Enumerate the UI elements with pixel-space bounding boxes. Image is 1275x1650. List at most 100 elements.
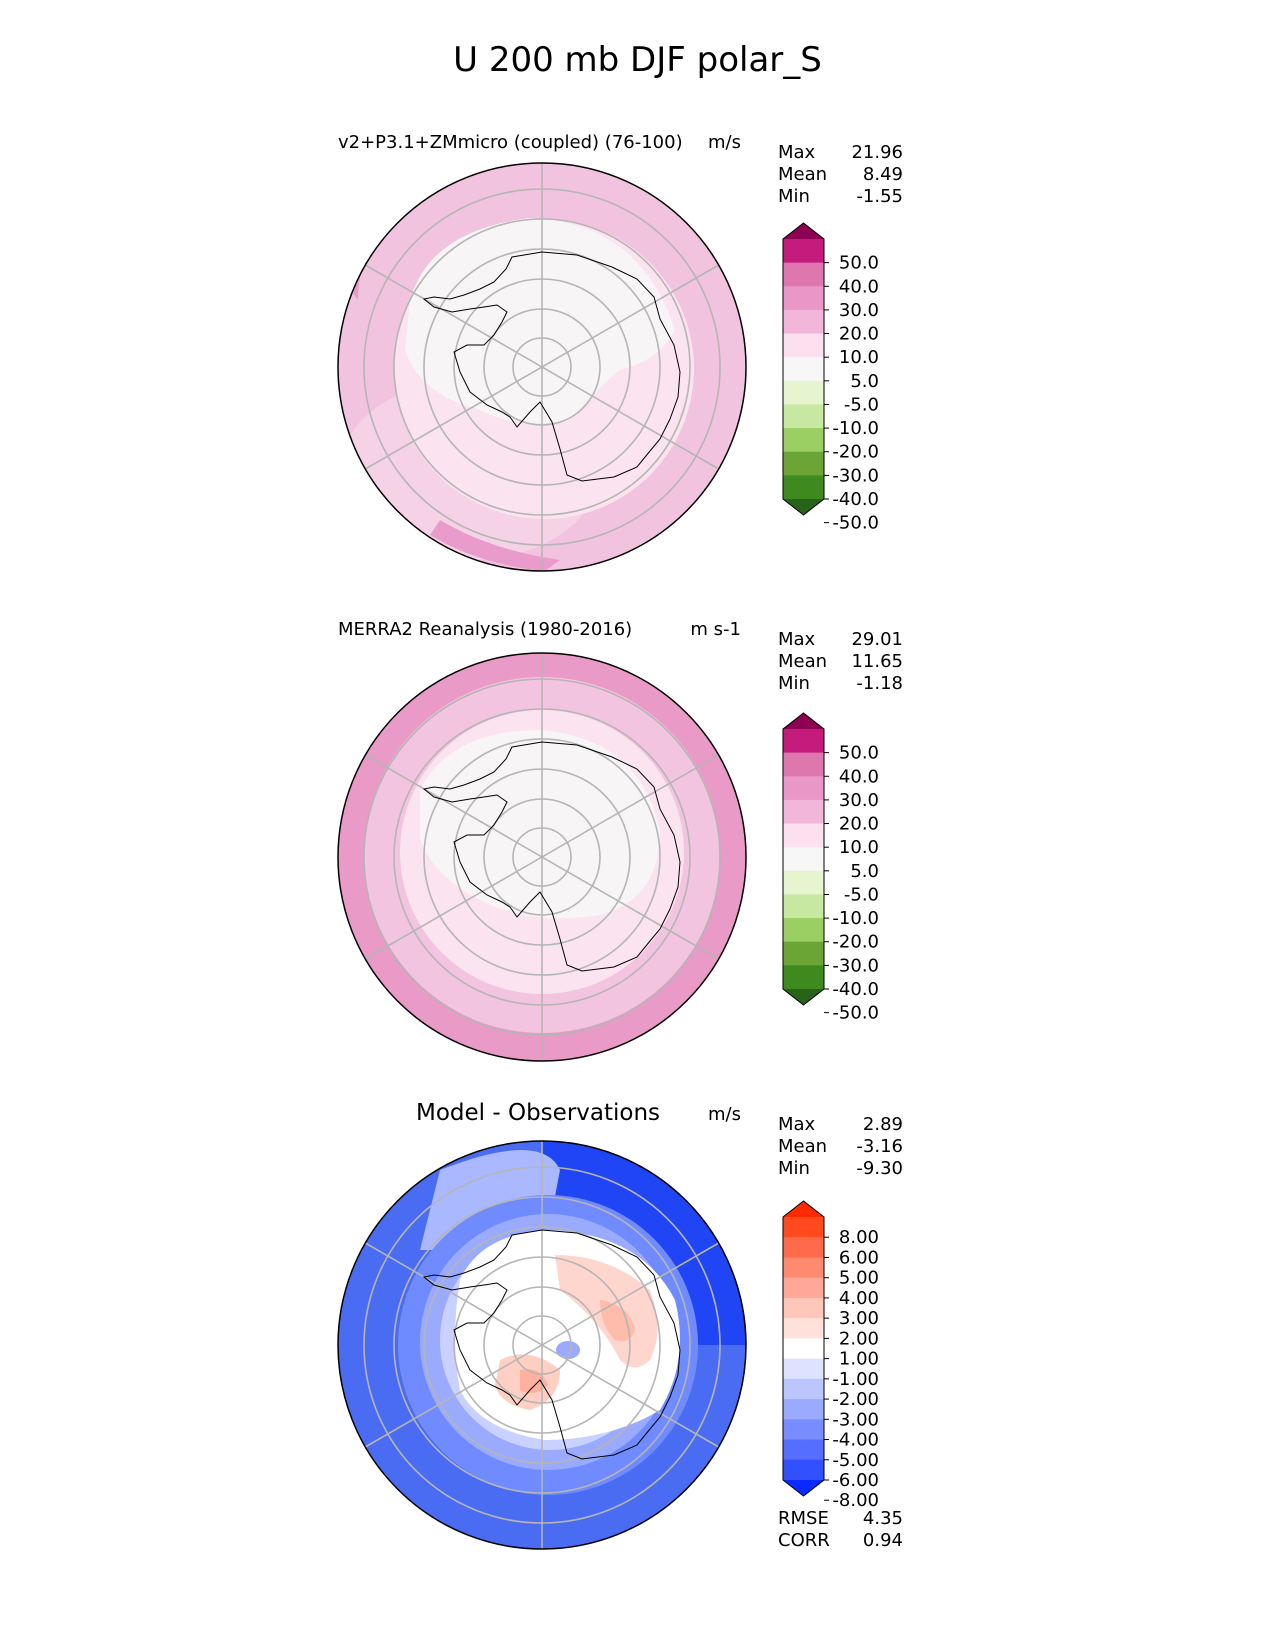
panel-3-field-negative-pole	[556, 1341, 580, 1359]
colorbar-1-swatch	[783, 380, 824, 405]
colorbar-1-swatch	[783, 404, 824, 429]
panel-1-stat-min: Min -1.55	[778, 186, 903, 207]
colorbar-1-extend-min	[783, 499, 824, 515]
panel-3-field-positive-east-core	[600, 1300, 635, 1342]
colorbar-2-tick-label: 10.0	[839, 837, 879, 858]
main-title: U 200 mb DJF polar_S	[453, 40, 822, 80]
colorbar-2-tick-label: -10.0	[832, 908, 879, 929]
colorbar-2-tick-label: -5.0	[844, 884, 879, 905]
colorbars: 50.040.030.020.010.05.0-5.0-10.0-20.0-30…	[782, 222, 879, 1511]
colorbar-1-outline	[782, 222, 825, 516]
colorbar-3-tick-label: -8.00	[832, 1490, 879, 1511]
panel-3-stat-mean: Mean -3.16	[778, 1136, 903, 1157]
colorbar-3-tick-label: -5.00	[832, 1450, 879, 1471]
panel-3-field-positive-center-core	[520, 1369, 548, 1394]
panel-3-map	[337, 1140, 747, 1550]
colorbar-2-swatch	[783, 752, 824, 777]
colorbar-1-swatch	[783, 451, 824, 476]
colorbar-1-swatch	[783, 428, 824, 453]
colorbar-3-tick-label: 8.00	[839, 1227, 879, 1248]
colorbar-2-tick-label: 50.0	[839, 743, 879, 764]
panel-2-stat-max: Max 29.01	[778, 629, 903, 650]
panel-1-map	[337, 162, 747, 572]
panel-3-units: m/s	[708, 1104, 741, 1125]
colorbar-2-tick-label: 5.0	[850, 861, 879, 882]
panel-3-boundary	[337, 1140, 747, 1550]
colorbar-2-swatch	[783, 847, 824, 872]
colorbar-3-swatch	[783, 1297, 824, 1319]
panel-3-stat-rmse: RMSE 4.35	[778, 1508, 903, 1529]
colorbar-1-tick-label: -50.0	[832, 513, 879, 534]
colorbar-2-extend-max	[783, 713, 824, 729]
panel-2-title: MERRA2 Reanalysis (1980-2016)	[338, 619, 633, 640]
colorbar-2-tick-label: -20.0	[832, 932, 879, 953]
colorbar-3-tick-label: 3.00	[839, 1308, 879, 1329]
colorbar-3-swatch	[783, 1277, 824, 1299]
panel-1-boundary	[337, 162, 747, 572]
panel-2-stat-min: Min -1.18	[778, 673, 903, 694]
colorbar-3-extend-min	[783, 1480, 824, 1496]
colorbar-2-outline	[782, 712, 825, 1006]
colorbar-2-tick-label: -40.0	[832, 979, 879, 1000]
panel-1-stat-mean: Mean 8.49	[778, 164, 903, 185]
colorbar-3-swatch	[783, 1318, 824, 1339]
colorbar-1-swatch	[783, 309, 824, 335]
colorbar-3-tick-label: -3.00	[832, 1409, 879, 1430]
colorbar-3-tick-label: 5.00	[839, 1268, 879, 1289]
colorbar-1-swatch	[783, 333, 824, 358]
colorbar-2-swatch	[783, 776, 824, 801]
colorbar-3-tick-label: 4.00	[839, 1288, 879, 1309]
panel-1-units: m/s	[708, 132, 741, 153]
colorbar-1-tick-label: 20.0	[839, 324, 879, 345]
colorbar-2-swatch	[783, 823, 824, 848]
colorbar-1-swatch	[783, 262, 824, 287]
colorbar-2-tick-label: -30.0	[832, 955, 879, 976]
colorbar-1-tick-label: 10.0	[839, 347, 879, 368]
colorbar-1-swatch	[783, 239, 824, 264]
colorbar-1-tick-label: -40.0	[832, 489, 879, 510]
colorbar-1-tick-label: 5.0	[850, 371, 879, 392]
colorbar-3-swatch	[783, 1237, 824, 1258]
colorbar-3: 8.006.005.004.003.002.001.00-1.00-2.00-3…	[782, 1200, 879, 1511]
colorbar-1-swatch	[783, 286, 824, 311]
colorbar-1-tick-label: 50.0	[839, 253, 879, 274]
panel-3-stat-corr: CORR 0.94	[778, 1530, 903, 1551]
panel-3-stat-max: Max 2.89	[778, 1114, 903, 1135]
panel-3-stat-min: Min -9.30	[778, 1158, 903, 1179]
panel-3-title: Model - Observations	[416, 1100, 661, 1126]
colorbar-3-tick-label: -1.00	[832, 1369, 879, 1390]
colorbar-3-swatch	[783, 1419, 824, 1441]
panel-2-field-inner	[420, 730, 660, 919]
panel-2-units: m s-1	[690, 619, 741, 640]
colorbar-1: 50.040.0 30.0 20.010.0 5.0-5.0 -10.0 -20.0-30…	[782, 222, 879, 534]
colorbar-2-tick-label: 20.0	[839, 814, 879, 835]
colorbar-1-tick-label: 30.0	[839, 300, 879, 321]
panel-1-field-edge-bottom	[430, 520, 560, 571]
colorbar-3-tick-label: -6.00	[832, 1470, 879, 1491]
colorbar-3-swatch	[783, 1358, 824, 1380]
colorbar-3-swatch	[783, 1257, 824, 1279]
panel-1-title: v2+P3.1+ZMmicro (coupled) (76-100)	[338, 132, 683, 153]
panel-2-stat-mean: Mean 11.65	[778, 651, 903, 672]
colorbar-1-tick-label: -5.0	[844, 394, 879, 415]
colorbar-1-tick-label: 40.0	[839, 276, 879, 297]
colorbar-2-tick-label: -50.0	[832, 1003, 879, 1024]
colorbar-3-swatch	[783, 1439, 824, 1461]
colorbar-3-tick-label: -2.00	[832, 1389, 879, 1410]
colorbar-3-swatch	[783, 1338, 824, 1360]
colorbar-2-tick-label: 30.0	[839, 790, 879, 811]
colorbar-2-swatch	[783, 729, 824, 754]
colorbar-3-swatch	[783, 1399, 824, 1420]
colorbar-2-tick-label: 40.0	[839, 766, 879, 787]
colorbar-3-swatch	[783, 1217, 824, 1238]
colorbar-2-swatch	[783, 870, 824, 895]
colorbar-3-outline	[782, 1200, 825, 1497]
colorbar-1-tick-label: -10.0	[832, 418, 879, 439]
colorbar-2-swatch	[783, 918, 824, 943]
colorbar-1-swatch	[783, 475, 824, 500]
colorbar-3-tick-label: 2.00	[839, 1328, 879, 1349]
colorbar-2-extend-min	[783, 989, 824, 1005]
colorbar-1-extend-max	[783, 223, 824, 239]
colorbar-3-swatch	[783, 1459, 824, 1481]
